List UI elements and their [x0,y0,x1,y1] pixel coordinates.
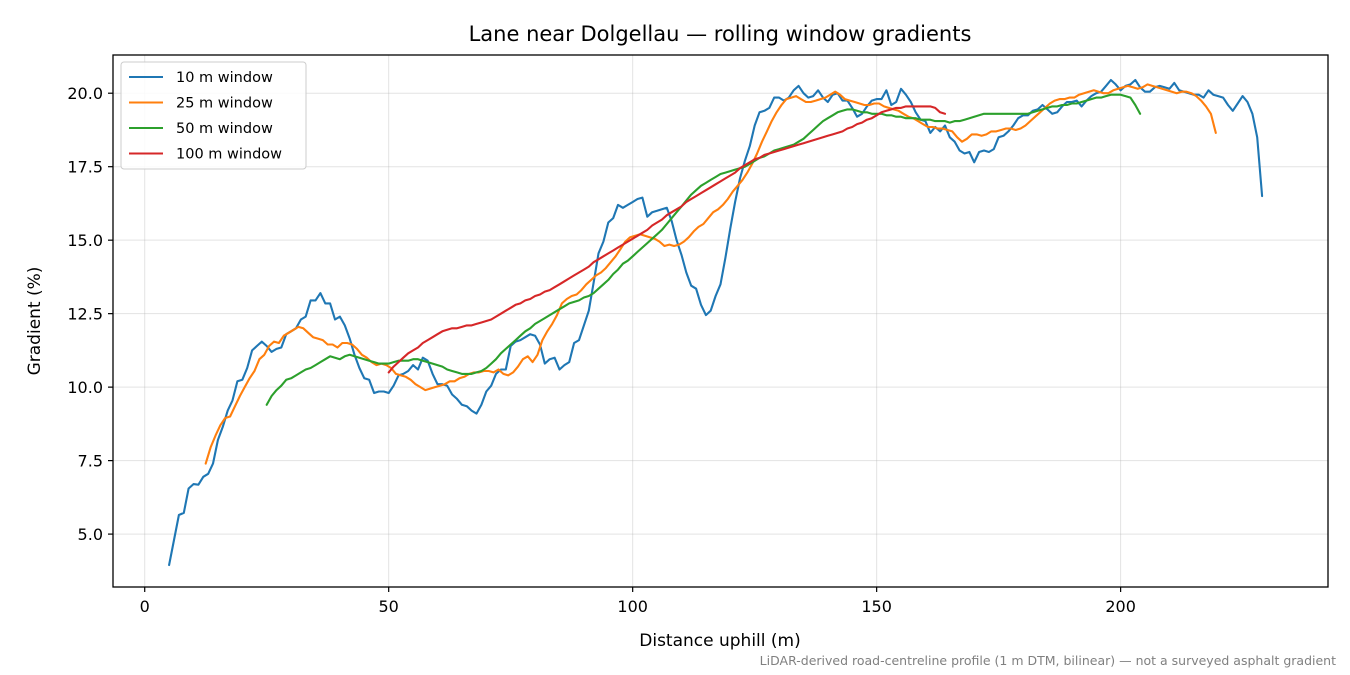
legend-label: 10 m window [176,70,273,86]
footnote: LiDAR-derived road-centreline profile (1… [760,653,1336,668]
x-tick-label: 0 [140,597,150,616]
y-tick-label: 17.5 [67,158,103,177]
y-axis-label: Gradient (%) [25,267,45,376]
legend: 10 m window 25 m window 50 m window 100 m w… [120,61,307,170]
chart-title: Lane near Dolgellau — rolling window gra… [469,22,972,46]
series-line-4 [387,105,947,374]
x-tick-label: 150 [861,597,892,616]
y-tick-label: 15.0 [67,231,103,250]
legend-box [120,61,307,170]
plot-frame [112,54,1329,588]
legend-label: 100 m window [176,147,282,163]
legend-label: 50 m window [176,121,273,137]
y-tick-label: 5.0 [78,525,103,544]
legend-label: 25 m window [176,96,273,112]
x-tick-label: 200 [1105,597,1136,616]
y-tick-label: 7.5 [78,452,103,471]
grid-lines [113,55,1328,587]
y-tick-label: 20.0 [67,84,103,103]
series-line-2 [204,83,1217,465]
series-lines [168,78,1264,567]
y-tick-label: 10.0 [67,378,103,397]
series-line-3 [265,93,1142,406]
x-axis-label: Distance uphill (m) [639,631,800,651]
x-axis: 0 50 100 150 200 [140,587,1136,616]
x-tick-label: 100 [617,597,648,616]
y-tick-label: 12.5 [67,305,103,324]
y-axis: 5.0 7.5 10.0 12.5 15.0 17.5 20.0 [67,84,113,544]
x-tick-label: 50 [379,597,399,616]
